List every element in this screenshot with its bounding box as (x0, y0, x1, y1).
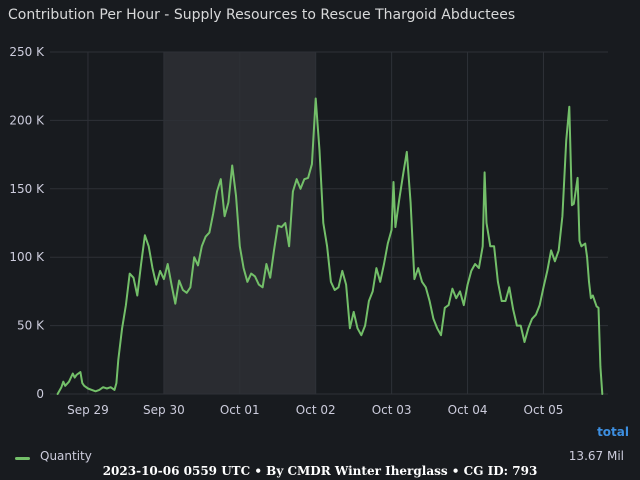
x-tick-label: Oct 04 (448, 403, 488, 417)
y-tick-label: 0 (36, 387, 44, 401)
x-tick-label: Oct 05 (524, 403, 564, 417)
footer-credit: 2023-10-06 0559 UTC • By CMDR Winter Ihe… (102, 464, 538, 478)
legend-header-total[interactable]: total (597, 425, 629, 439)
y-tick-label: 200 K (9, 113, 45, 127)
legend-row-quantity[interactable]: Quantity 13.67 Mil (0, 448, 640, 466)
y-tick-label: 100 K (9, 250, 45, 264)
x-tick-label: Oct 02 (296, 403, 336, 417)
y-tick-label: 150 K (9, 182, 45, 196)
x-tick-label: Sep 29 (67, 403, 109, 417)
line-chart: 0 50 K 100 K 150 K 200 K 250 K Sep 29 Sep 30 Oct… (9, 45, 608, 417)
x-tick-label: Sep 30 (143, 403, 185, 417)
legend-series-total: 13.67 Mil (568, 449, 624, 463)
x-tick-label: Oct 03 (372, 403, 412, 417)
legend-color-swatch (15, 457, 30, 460)
series-line-quantity (56, 97, 604, 395)
y-tick-label: 50 K (17, 319, 45, 333)
legend-series-name[interactable]: Quantity (40, 449, 92, 463)
panel-title: Contribution Per Hour - Supply Resources… (8, 7, 516, 23)
x-tick-label: Oct 01 (220, 403, 260, 417)
y-tick-label: 250 K (9, 45, 45, 59)
